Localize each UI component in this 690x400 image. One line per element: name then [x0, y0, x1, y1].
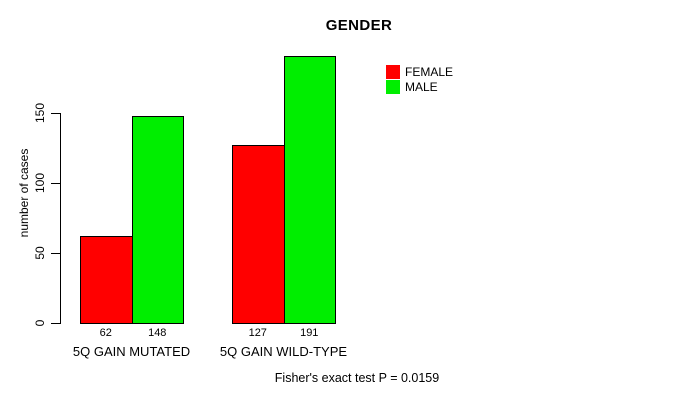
bar-male-2	[283, 55, 336, 324]
legend: FEMALE MALE	[386, 64, 453, 94]
annotation-text: Fisher's exact test P = 0.0159	[274, 371, 440, 385]
category-label: 5Q GAIN MUTATED	[72, 344, 191, 359]
y-tick-label: 150	[33, 102, 47, 124]
y-tick-label: 0	[33, 319, 47, 327]
y-tick-label: 50	[33, 246, 47, 260]
y-tick-mark	[51, 253, 60, 254]
legend-label: MALE	[405, 79, 438, 94]
bar-male-1	[131, 115, 184, 324]
category-label: 5Q GAIN WILD-TYPE	[219, 344, 348, 359]
y-tick-mark	[51, 113, 60, 114]
bar-female-1	[80, 236, 133, 324]
bar-value-label: 62	[99, 327, 112, 339]
bar-female-2	[232, 145, 285, 324]
bar-value-label: 148	[148, 327, 167, 339]
bar-value-label: 191	[300, 327, 319, 339]
legend-label: FEMALE	[405, 64, 454, 79]
y-tick-mark	[51, 323, 60, 324]
y-axis-line	[60, 113, 61, 324]
legend-swatch-female	[386, 64, 400, 79]
legend-item: FEMALE	[386, 64, 453, 79]
y-tick-label: 100	[33, 172, 47, 194]
y-axis-label: number of cases	[17, 148, 31, 238]
legend-item: MALE	[386, 79, 453, 94]
y-tick-mark	[51, 183, 60, 184]
bar-value-label: 127	[248, 327, 267, 339]
chart-title: GENDER	[325, 17, 393, 34]
legend-swatch-male	[386, 79, 400, 94]
